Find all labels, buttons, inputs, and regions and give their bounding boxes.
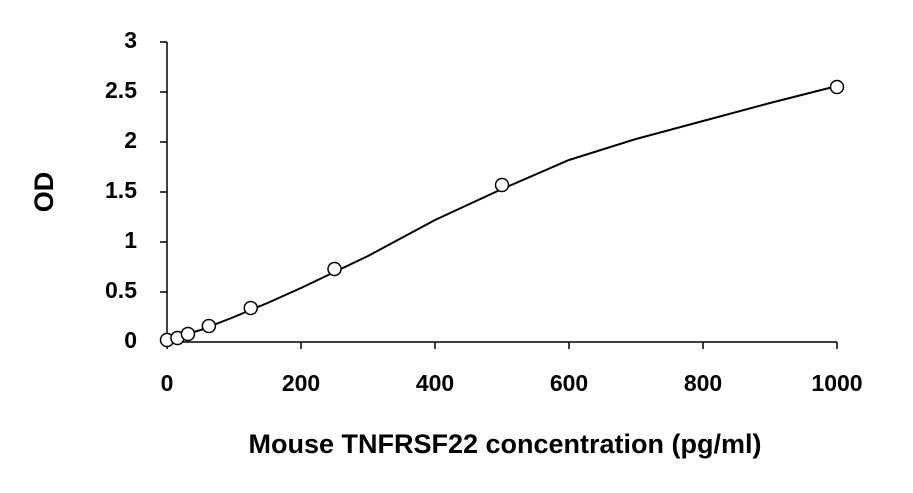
x-axis-title: Mouse TNFRSF22 concentration (pg/ml) [248,429,761,459]
fit-curve [166,85,838,341]
data-point [243,300,258,316]
y-tick-label: 1 [124,227,137,253]
data-point [180,326,196,342]
x-tick-label: 0 [161,370,174,396]
y-tick-label: 1.5 [105,177,137,203]
y-axis-title: OD [29,172,59,213]
y-tick-label: 2.5 [105,77,137,103]
data-point [829,79,845,95]
x-tick-label: 1000 [811,370,862,396]
data-point [494,177,510,193]
x-tick-label: 600 [550,370,588,396]
y-tick-label: 2 [124,127,137,153]
x-tick-label: 200 [282,370,320,396]
y-tick-label: 0.5 [105,277,137,303]
data-point [201,318,217,334]
y-tick-label: 0 [124,327,137,353]
x-tick-label: 800 [684,370,722,396]
y-tick-label: 3 [124,27,137,53]
x-tick-label: 400 [416,370,454,396]
data-point [327,261,342,277]
